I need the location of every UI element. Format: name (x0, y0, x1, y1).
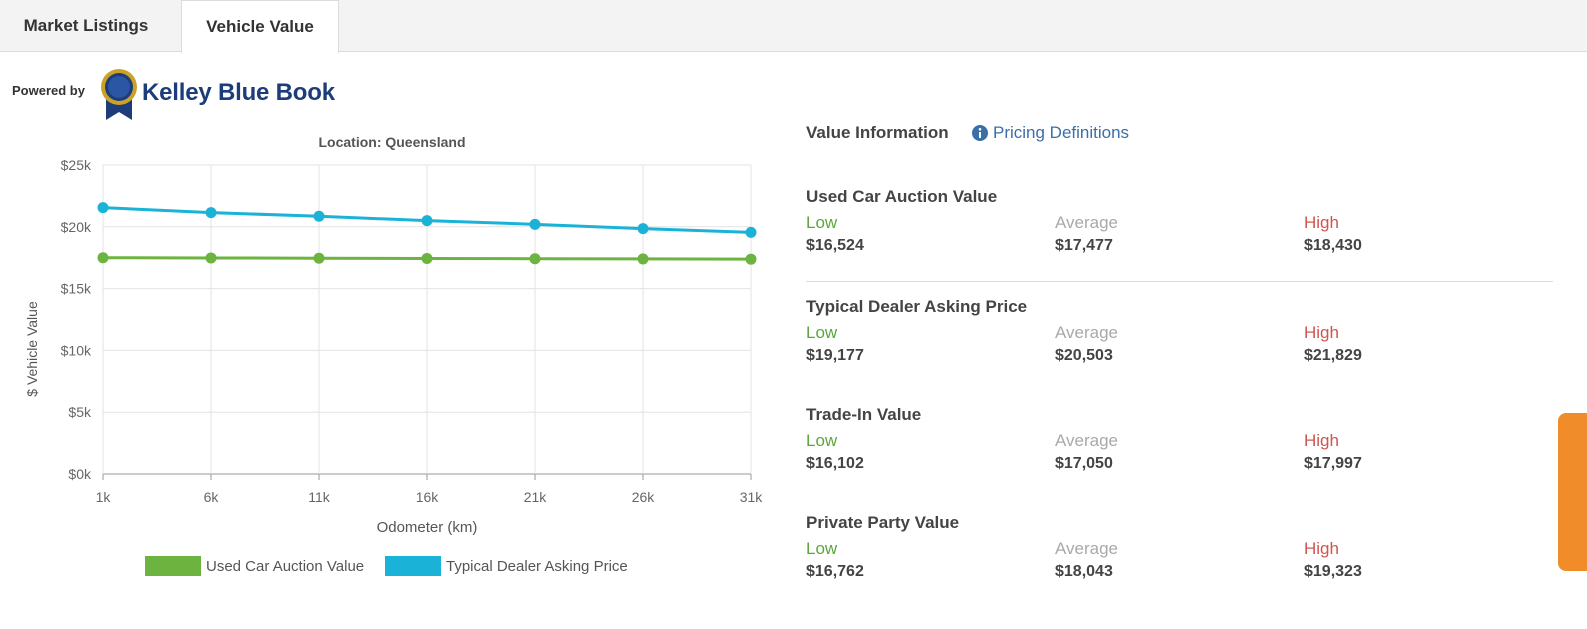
low-label: Low (806, 539, 838, 558)
average-value: $18,043 (1055, 563, 1113, 580)
legend-label[interactable]: Typical Dealer Asking Price (446, 558, 628, 575)
x-tick-label: 6k (204, 489, 220, 505)
value-information-heading: Value Information (806, 123, 949, 142)
data-point[interactable] (637, 253, 649, 265)
tab-vehicle-value[interactable]: Vehicle Value (181, 0, 339, 53)
low-value: $16,102 (806, 455, 864, 472)
data-point[interactable] (745, 226, 757, 238)
high-column: High $18,430 (1304, 213, 1504, 257)
value-section-trade-in: Trade-In Value Low $16,102 Average $17,0… (806, 405, 1566, 501)
average-value: $17,477 (1055, 237, 1113, 254)
average-label: Average (1055, 323, 1119, 342)
low-column: Low $16,102 (806, 431, 1006, 475)
data-point[interactable] (637, 223, 649, 235)
data-point[interactable] (205, 207, 217, 219)
average-label: Average (1055, 431, 1119, 450)
powered-by-label: Powered by (12, 83, 85, 98)
x-tick-label: 1k (96, 489, 112, 505)
value-section-private-party: Private Party Value Low $16,762 Average … (806, 513, 1566, 609)
y-tick-label: $5k (68, 404, 92, 420)
y-tick-label: $0k (68, 466, 92, 482)
kbb-brand-name: Kelley Blue Book (142, 79, 335, 106)
pricing-definitions-link[interactable]: Pricing Definitions (993, 123, 1130, 142)
low-value: $16,762 (806, 563, 864, 580)
feedback-side-tab[interactable] (1558, 413, 1587, 571)
x-tick-label: 26k (632, 489, 656, 505)
chart-title: Location: Queensland (318, 134, 465, 150)
high-column: High $17,997 (1304, 431, 1504, 475)
kbb-logo-icon (101, 69, 137, 120)
high-value: $21,829 (1304, 347, 1362, 364)
low-column: Low $19,177 (806, 323, 1006, 367)
high-column: High $21,829 (1304, 323, 1504, 367)
y-tick-label: $20k (61, 219, 92, 235)
vehicle-value-chart: Location: Queensland $0k $5k $10k $15k $20k $… (24, 134, 764, 576)
y-axis-label: $ Vehicle Value (24, 301, 40, 397)
data-point[interactable] (205, 252, 217, 264)
high-label: High (1304, 323, 1339, 342)
average-column: Average $20,503 (1055, 323, 1255, 367)
average-value: $17,050 (1055, 455, 1113, 472)
low-value: $19,177 (806, 347, 864, 364)
low-column: Low $16,524 (806, 213, 1006, 257)
data-point[interactable] (529, 218, 541, 230)
info-icon[interactable] (972, 125, 988, 141)
section-title: Private Party Value (806, 513, 960, 532)
average-label: Average (1055, 213, 1119, 232)
tab-bar: Market Listings Vehicle Value (0, 0, 1587, 53)
data-point[interactable] (97, 252, 109, 264)
data-point[interactable] (745, 253, 757, 265)
data-point[interactable] (313, 210, 325, 222)
section-title: Trade-In Value (806, 405, 922, 424)
low-label: Low (806, 213, 838, 232)
high-label: High (1304, 213, 1339, 232)
high-column: High $19,323 (1304, 539, 1504, 583)
legend-label[interactable]: Used Car Auction Value (206, 558, 364, 575)
x-tick-label: 16k (416, 489, 440, 505)
average-column: Average $18,043 (1055, 539, 1255, 583)
average-label: Average (1055, 539, 1119, 558)
y-tick-label: $15k (61, 281, 92, 297)
data-point[interactable] (421, 215, 433, 227)
high-value: $17,997 (1304, 455, 1362, 472)
tab-market-listings[interactable]: Market Listings (23, 16, 149, 35)
high-label: High (1304, 431, 1339, 450)
y-tick-label: $10k (61, 342, 92, 358)
section-title: Typical Dealer Asking Price (806, 297, 1028, 316)
value-section-typical-dealer-asking: Typical Dealer Asking Price Low $19,177 … (806, 297, 1566, 393)
low-label: Low (806, 323, 838, 342)
high-value: $18,430 (1304, 237, 1362, 254)
x-axis-label: Odometer (km) (377, 519, 478, 536)
average-column: Average $17,477 (1055, 213, 1255, 257)
data-point[interactable] (313, 252, 325, 264)
x-tick-label: 11k (308, 489, 331, 505)
low-label: Low (806, 431, 838, 450)
data-point[interactable] (421, 252, 433, 264)
low-value: $16,524 (806, 237, 864, 254)
high-value: $19,323 (1304, 563, 1362, 580)
section-title: Used Car Auction Value (806, 187, 998, 206)
legend-swatch (385, 556, 441, 576)
data-point[interactable] (97, 202, 109, 214)
x-tick-label: 21k (524, 489, 548, 505)
average-column: Average $17,050 (1055, 431, 1255, 475)
high-label: High (1304, 539, 1339, 558)
section-divider (806, 281, 1553, 282)
x-tick-label: 31k (740, 489, 764, 505)
legend-swatch (145, 556, 201, 576)
data-point[interactable] (529, 253, 541, 265)
y-tick-label: $25k (61, 157, 92, 173)
value-section-used-car-auction: Used Car Auction Value Low $16,524 Avera… (806, 187, 1566, 283)
average-value: $20,503 (1055, 347, 1113, 364)
low-column: Low $16,762 (806, 539, 1006, 583)
